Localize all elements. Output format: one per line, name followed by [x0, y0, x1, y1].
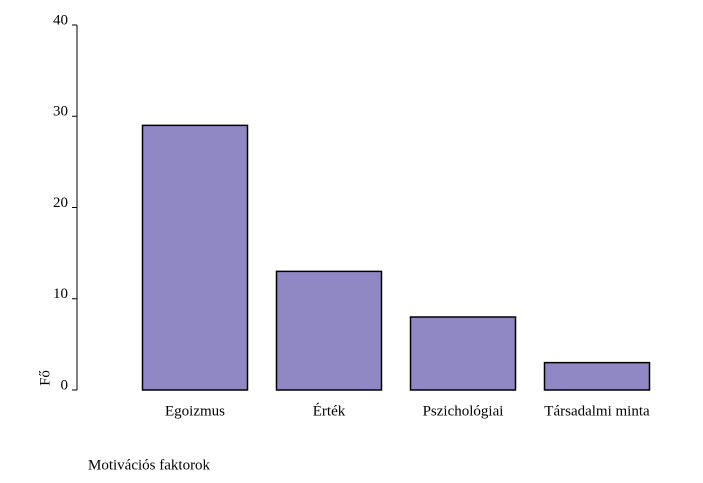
- x-tick-label: Egoizmus: [165, 403, 225, 419]
- bar: [409, 316, 517, 391]
- y-tick-label: 20: [53, 195, 68, 211]
- y-tick-label: 30: [53, 104, 68, 120]
- bar: [543, 361, 651, 391]
- bar: [141, 124, 249, 391]
- y-tick-label: 0: [61, 377, 69, 393]
- x-tick-label: Érték: [313, 402, 346, 419]
- bar: [275, 270, 383, 391]
- y-tick-label: 10: [53, 286, 68, 302]
- x-axis-label: Motivációs faktorok: [88, 457, 211, 473]
- x-tick-label: Társadalmi minta: [544, 403, 650, 419]
- y-tick-label: 40: [53, 12, 68, 28]
- x-tick-label: Pszichológiai: [423, 403, 504, 419]
- y-axis-label: Fő: [37, 370, 53, 386]
